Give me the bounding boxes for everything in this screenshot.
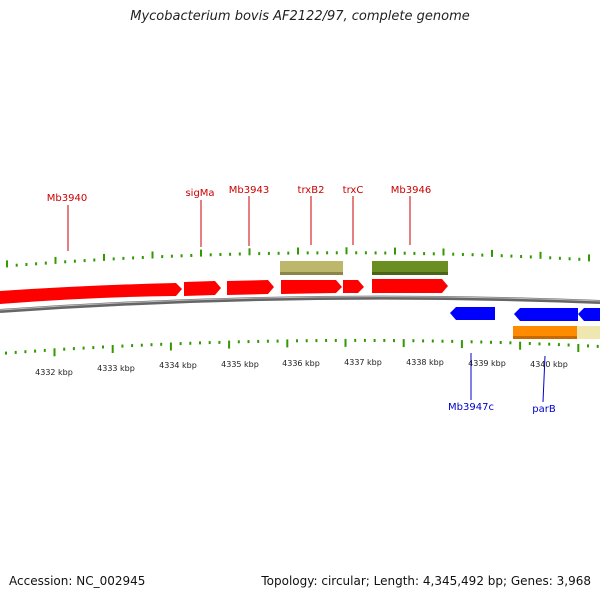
feature-next-misc[interactable]	[577, 326, 600, 339]
kbp-tick-label: 4333 kbp	[97, 364, 135, 373]
label-trxc[interactable]: trxC	[343, 185, 364, 196]
feature-trxb2-misc[interactable]	[280, 261, 343, 275]
gene-mb3946-arrow[interactable]	[372, 279, 448, 293]
feature-mb3946-misc-shade	[372, 272, 448, 275]
gene-trxc-arrow[interactable]	[343, 280, 364, 293]
label-mb3946[interactable]: Mb3946	[391, 185, 431, 196]
kbp-tick-label: 4335 kbp	[221, 360, 259, 369]
kbp-tick-label: 4339 kbp	[468, 359, 506, 368]
gene-mb3947c-arrow[interactable]	[450, 307, 495, 320]
label-trxb2[interactable]: trxB2	[298, 185, 325, 196]
accession-text: Accession: NC_002945	[9, 574, 146, 588]
feature-parb-misc[interactable]	[513, 326, 577, 339]
gene-trxb2-arrow[interactable]	[281, 280, 342, 294]
gene-parb-arrow[interactable]	[514, 308, 578, 321]
kbp-tick-label: 4340 kbp	[530, 360, 568, 369]
tick-labels: 4332 kbp 4333 kbp 4334 kbp 4335 kbp 4336 kbp…	[35, 358, 568, 377]
gene-mb3940-arrow[interactable]	[0, 283, 182, 304]
label-mb3940[interactable]: Mb3940	[47, 193, 87, 204]
label-mb3947c[interactable]: Mb3947c	[448, 402, 494, 413]
label-mb3943[interactable]: Mb3943	[229, 185, 269, 196]
kbp-tick-label: 4336 kbp	[282, 359, 320, 368]
genome-backbone	[0, 295, 600, 313]
map-title: Mycobacterium bovis AF2122/97, complete …	[130, 9, 470, 24]
kbp-tick-label: 4338 kbp	[406, 358, 444, 367]
label-parb[interactable]: parB	[532, 404, 556, 415]
kbp-tick-label: 4334 kbp	[159, 361, 197, 370]
upper-tick-row	[6, 247, 590, 268]
genome-backbone-highlight	[0, 296, 600, 311]
leader-parb	[542, 355, 546, 403]
label-sigma[interactable]: sigMa	[185, 188, 214, 199]
gene-sigma-arrow[interactable]	[184, 281, 221, 296]
kbp-tick-label: 4337 kbp	[344, 358, 382, 367]
gene-next-reverse-arrow[interactable]	[578, 308, 600, 321]
genome-stats-text: Topology: circular; Length: 4,345,492 bp…	[261, 574, 591, 588]
feature-mb3946-misc[interactable]	[372, 261, 448, 275]
kbp-tick-label: 4332 kbp	[35, 368, 73, 377]
lower-tick-row	[5, 338, 599, 357]
feature-parb-misc-shade	[513, 336, 577, 339]
gene-mb3943-arrow[interactable]	[227, 280, 274, 295]
feature-trxb2-misc-shade	[280, 272, 343, 275]
